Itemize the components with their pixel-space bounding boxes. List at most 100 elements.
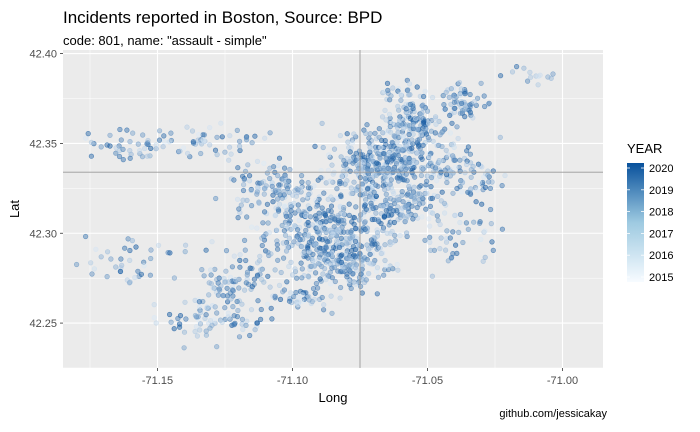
incident-point [482,254,488,260]
incident-point [245,162,251,168]
incident-point [234,314,240,320]
incident-point [321,190,327,196]
incident-point [420,142,426,148]
incident-point [120,146,126,152]
incident-point [361,220,368,226]
incident-point [423,131,430,137]
incident-point [444,179,450,186]
incident-point [227,133,233,139]
incident-point [125,236,131,242]
incident-point [434,213,440,219]
incident-point [405,87,411,93]
incident-point [330,179,336,185]
incident-point [286,298,293,304]
incident-point [409,203,415,209]
gridlines [63,50,603,369]
incident-point [426,155,432,161]
incident-point [230,321,237,327]
incident-point [394,175,400,181]
incident-point [305,255,311,261]
incident-point [447,235,453,241]
incident-point [414,84,420,90]
incident-point [419,165,425,171]
incident-point [193,324,199,330]
incident-point [348,156,354,162]
incident-point [218,120,224,126]
incident-point [418,132,424,138]
incident-point [325,239,331,245]
incident-point [276,186,282,192]
incident-point [212,266,218,272]
incident-point [139,154,146,160]
incident-point [299,275,305,281]
incident-point [387,123,393,130]
incident-point [443,89,449,95]
incident-point [328,214,334,220]
incident-point [284,185,291,192]
incident-point [374,160,380,166]
incident-point [398,156,404,162]
incident-point [256,199,262,205]
incident-point [276,155,283,161]
incident-point [403,143,409,149]
incident-point [344,274,350,280]
incident-point [242,287,248,293]
incident-point [463,220,470,226]
incident-point [276,207,282,213]
incident-point [237,257,243,264]
incident-point [341,163,347,169]
incident-point [475,95,481,101]
incident-point [319,237,325,243]
incident-point [267,284,273,290]
incident-point [303,227,309,233]
incident-point [241,182,247,188]
incident-point [475,161,482,167]
incident-point [394,139,400,145]
incident-point [247,178,253,184]
incident-point [382,267,388,273]
incident-point [288,226,294,232]
incident-point [307,263,313,270]
incident-point [85,131,91,137]
incident-point [440,92,446,99]
incident-point [243,322,249,329]
incident-point [444,172,450,178]
incident-point [362,202,368,208]
incident-point [290,272,296,278]
incident-point [397,232,403,239]
incident-point [442,210,448,216]
incident-point [244,318,250,324]
x-axis-title: Long [319,390,348,405]
incident-point [196,299,202,305]
incident-point [349,263,355,269]
incident-point [254,225,260,231]
incident-point [203,332,209,338]
incident-point [429,273,436,279]
incident-point [486,179,492,185]
incident-point [192,328,198,335]
incident-point [367,251,373,257]
incident-point [142,145,148,152]
incident-point [298,260,304,266]
incident-point [310,251,316,257]
incident-point [203,312,209,318]
incident-point [278,269,284,276]
incident-point [452,105,458,111]
incident-point [479,201,485,207]
incident-point [254,260,261,266]
incident-point [249,284,255,290]
incident-point [151,302,157,308]
incident-point [220,292,226,299]
incident-point [448,86,454,92]
incident-point [338,180,345,186]
incident-point [222,305,228,311]
incident-point [338,284,344,291]
incident-point [364,242,370,248]
incident-point [535,82,541,88]
incident-point [138,271,144,277]
incident-point [412,174,418,180]
incident-point [98,144,104,150]
incident-point [175,315,181,322]
incident-point [222,149,228,155]
incident-point [259,235,265,241]
